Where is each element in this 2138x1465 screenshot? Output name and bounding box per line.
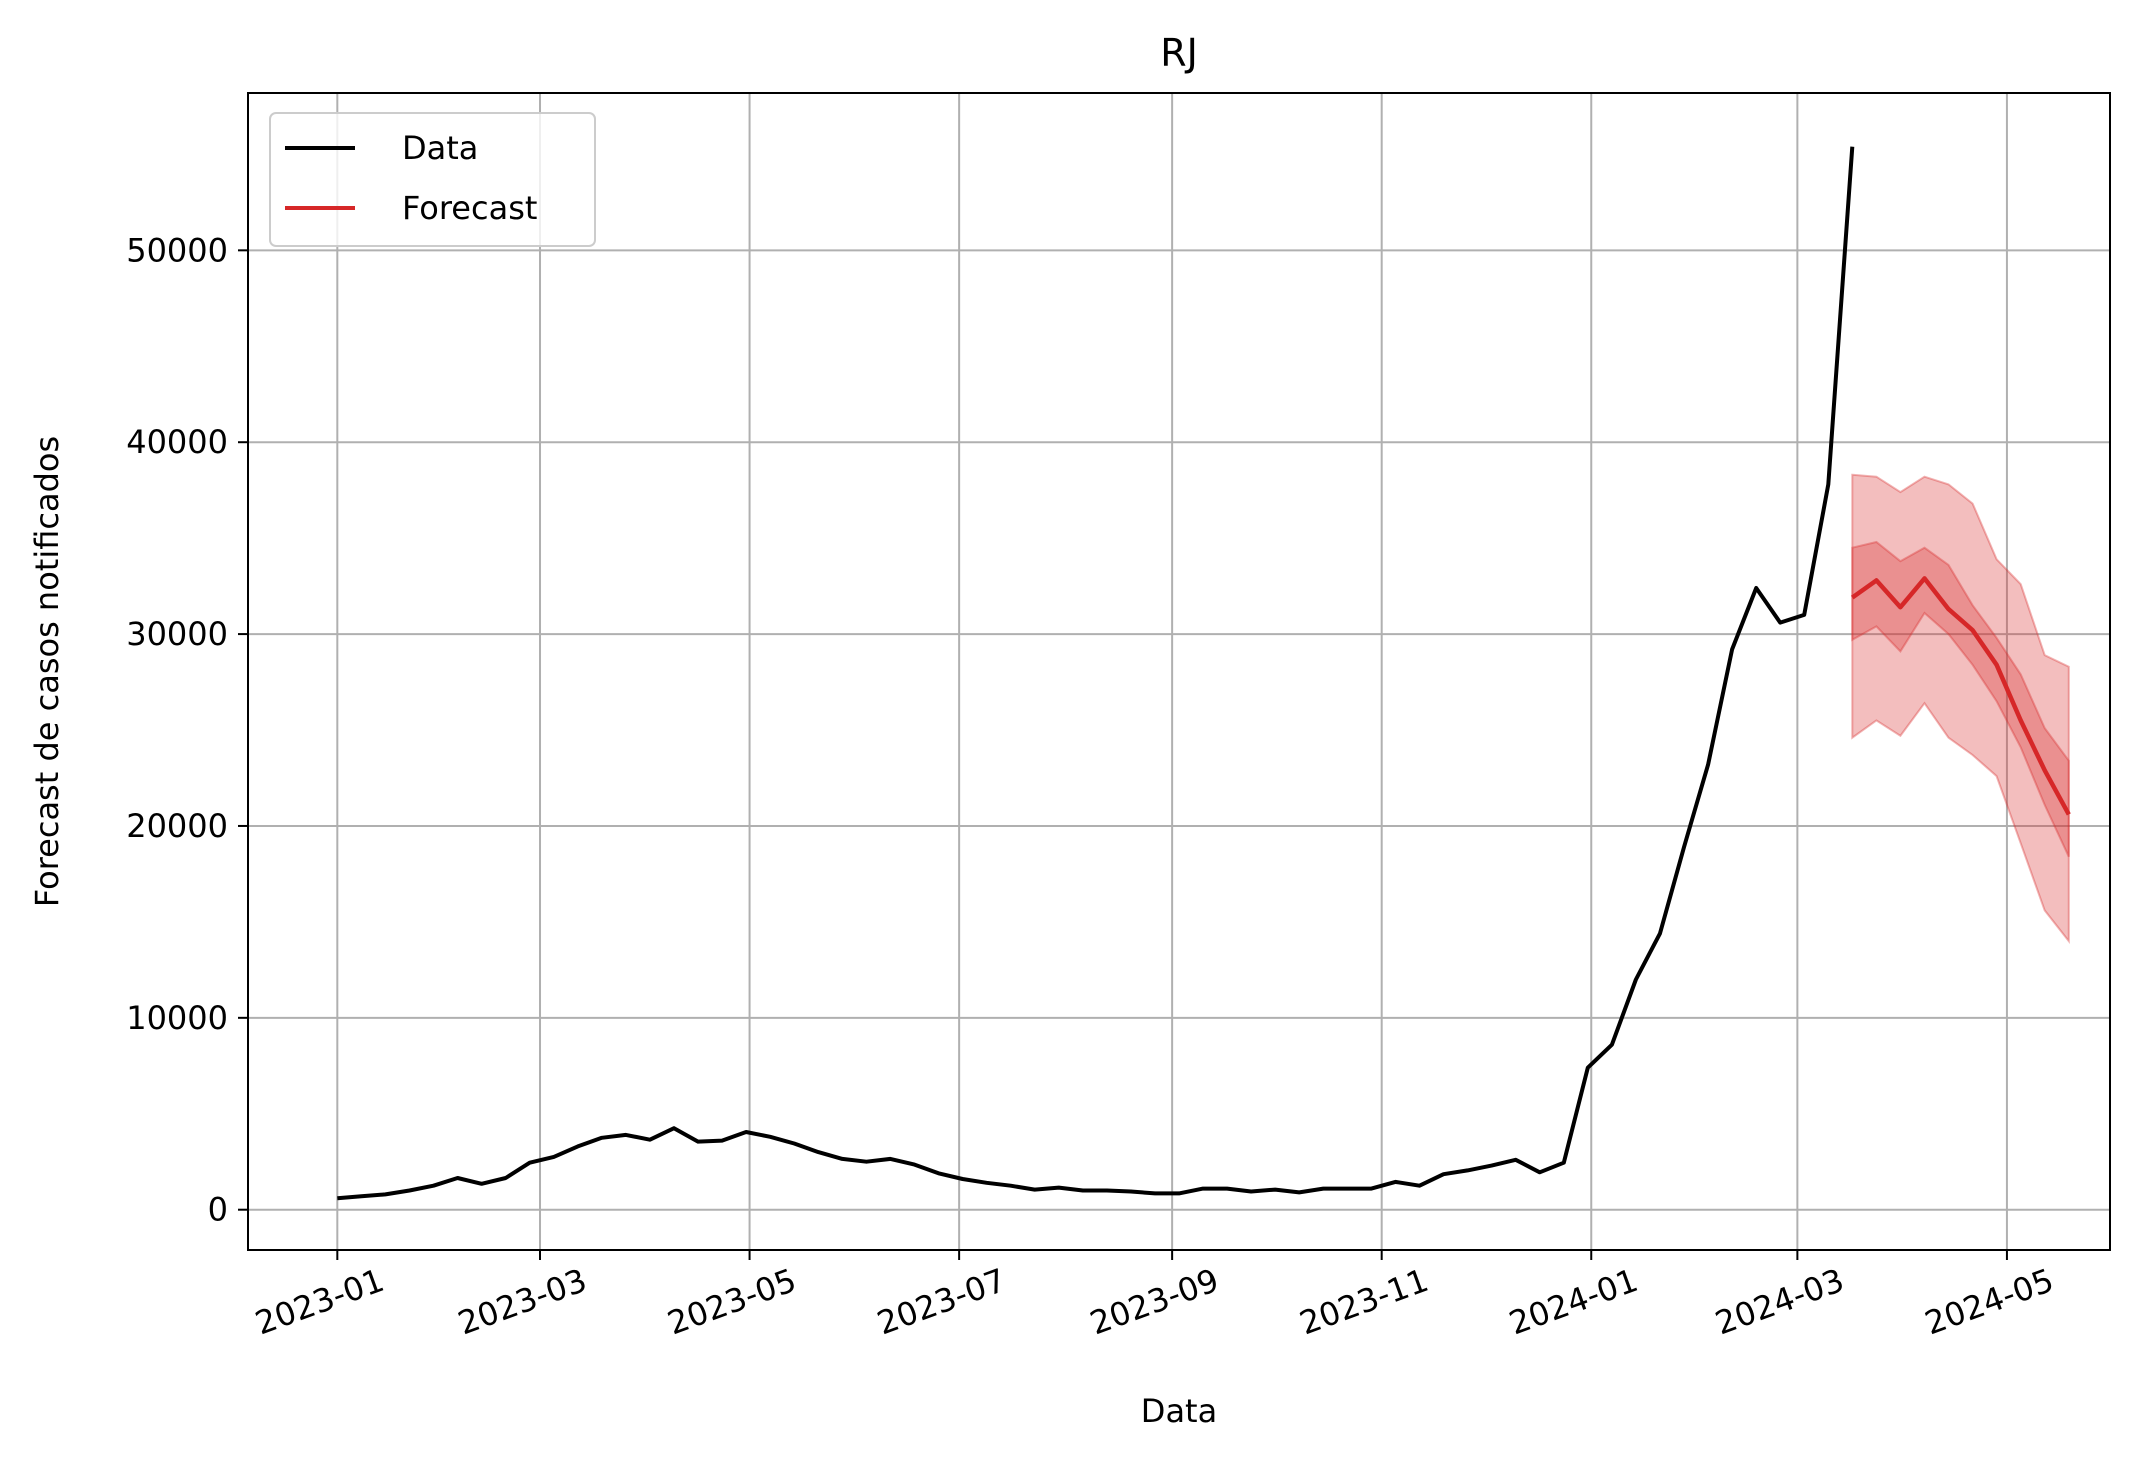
forecast-outer-interval bbox=[1851, 473, 2070, 944]
data-series-line bbox=[337, 146, 1855, 1201]
y-axis-label: Forecast de casos notificados bbox=[28, 436, 66, 907]
grid bbox=[248, 93, 2110, 1250]
legend: Data Forecast bbox=[269, 112, 596, 247]
series-lines bbox=[337, 146, 2071, 1201]
forecast-inner-interval bbox=[1851, 540, 2070, 858]
x-axis-label: Data bbox=[1141, 1392, 1217, 1430]
y-tick-label: 10000 bbox=[126, 999, 228, 1037]
y-tick-label: 30000 bbox=[126, 615, 228, 653]
plot-frame bbox=[247, 92, 2111, 1251]
y-tick-label: 20000 bbox=[126, 807, 228, 845]
legend-label: Forecast bbox=[402, 189, 537, 227]
y-tick-label: 50000 bbox=[126, 231, 228, 269]
y-tick-label: 0 bbox=[208, 1191, 228, 1229]
y-tick-label: 40000 bbox=[126, 423, 228, 461]
forecast-intervals bbox=[1851, 473, 2070, 944]
legend-label: Data bbox=[402, 129, 478, 167]
chart-title: RJ bbox=[1160, 31, 1198, 75]
forecast-series-line bbox=[1850, 576, 2071, 816]
